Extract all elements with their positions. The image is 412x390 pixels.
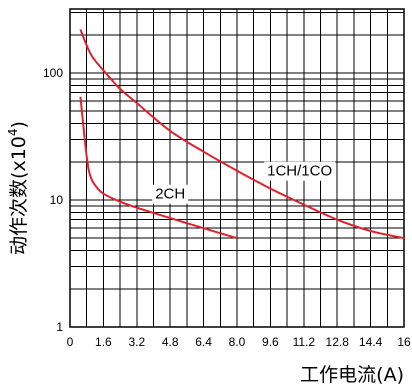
y-tick-labels: 1 10 100 (43, 66, 63, 334)
x-tick-label: 8.0 (229, 335, 246, 349)
series-labels: 1CH/1CO 2CH (152, 161, 336, 204)
x-tick-labels: 0 1.6 3.2 4.8 6.4 8.0 9.6 11.2 12.8 14.4 16 (67, 335, 411, 349)
x-tick-label: 16 (397, 335, 411, 349)
plot-frame (69, 8, 405, 328)
curves (79, 29, 405, 240)
x-tick-label: 14.4 (359, 335, 383, 349)
series-line-2ch (79, 96, 238, 240)
x-tick-label: 0 (67, 335, 74, 349)
series-label-background (264, 161, 336, 181)
x-tick-label: 11.2 (293, 335, 316, 349)
x-tick-label: 4.8 (162, 335, 179, 349)
x-tick-label: 12.8 (326, 335, 350, 349)
y-axis-title: 动作次数(x104) (6, 121, 30, 255)
series-label-2ch: 2CH (155, 186, 185, 203)
series-label-1ch-1co: 1CH/1CO (267, 163, 332, 180)
x-tick-label: 3.2 (128, 335, 145, 349)
x-tick-label: 9.6 (262, 335, 279, 349)
grid-lines (70, 9, 404, 327)
y-axis-title-close: ) (8, 121, 30, 128)
y-tick-label: 100 (43, 66, 63, 80)
y-axis-title-exponent: 4 (6, 128, 20, 136)
y-tick-label: 1 (56, 320, 63, 334)
x-axis-title: 工作电流(A) (300, 364, 404, 386)
y-tick-label: 10 (50, 193, 64, 207)
series-label-background (152, 184, 189, 204)
x-tick-label: 1.6 (95, 335, 112, 349)
x-tick-label: 6.4 (195, 335, 212, 349)
series-line-1ch-1co (79, 29, 405, 240)
y-axis-title-main: 动作次数(x10 (8, 136, 30, 255)
